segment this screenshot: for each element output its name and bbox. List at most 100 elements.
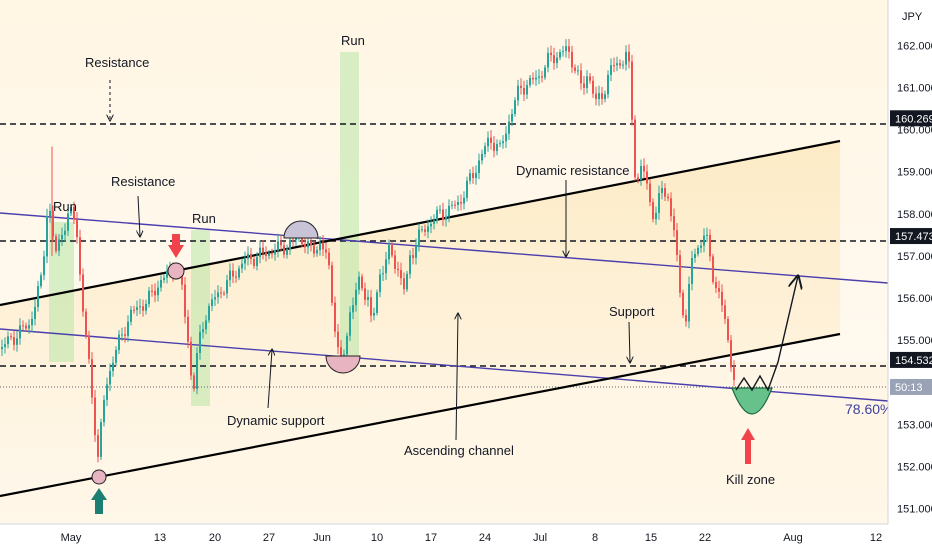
candle-body — [577, 70, 579, 72]
candle-body — [664, 188, 666, 197]
pointer-support — [629, 321, 630, 362]
candle-body — [607, 74, 609, 95]
candle-body — [592, 80, 594, 94]
candle-body — [280, 241, 282, 246]
candle-body — [136, 307, 138, 311]
candle-body — [313, 245, 315, 254]
candle-body — [352, 305, 354, 313]
time-tick-label: 22 — [699, 532, 711, 544]
candle-body — [214, 297, 216, 300]
price-tag-box — [890, 228, 932, 245]
candle-body — [649, 183, 651, 203]
candle-body — [589, 76, 591, 81]
candle-body — [37, 286, 39, 307]
candle-body — [268, 253, 270, 256]
candle-body — [388, 245, 390, 260]
candle-body — [595, 93, 597, 100]
candle-body — [4, 344, 6, 348]
candle-body — [616, 63, 618, 66]
time-tick-label: 10 — [371, 532, 383, 544]
candle-body — [148, 290, 150, 304]
candle-body — [580, 70, 582, 84]
candle-body — [640, 165, 642, 180]
candle-body — [229, 270, 231, 281]
candle-body — [223, 293, 225, 295]
price-axis[interactable] — [888, 0, 932, 524]
candle-body — [538, 76, 540, 78]
candle-body — [109, 371, 111, 385]
candle-body — [469, 173, 471, 181]
candle-body — [457, 202, 459, 206]
candle-body — [385, 259, 387, 274]
candle-body — [643, 165, 645, 172]
candle-body — [196, 353, 198, 389]
candle-body — [190, 341, 192, 376]
candle-body — [661, 188, 663, 194]
candle-body — [79, 237, 81, 275]
price-tag-label: 154.532 — [895, 355, 932, 367]
candle-body — [544, 67, 546, 78]
label-dynamic-support: Dynamic support — [227, 413, 325, 428]
candle-body — [511, 113, 513, 122]
candle-body — [628, 51, 630, 62]
candle-body — [46, 216, 48, 257]
candle-body — [76, 219, 78, 238]
candle-body — [556, 57, 558, 64]
candle-body — [505, 133, 507, 142]
candle-body — [604, 94, 606, 100]
candle-body — [289, 239, 291, 249]
candle-body — [688, 283, 690, 322]
price-tick-label: 162.000 — [897, 40, 932, 52]
candle-body — [355, 289, 357, 306]
time-tick-label: 15 — [645, 532, 657, 544]
price-tags: 160.269 157.473 154.532 50:13 — [890, 110, 932, 395]
candle-body — [721, 291, 723, 306]
candle-body — [184, 284, 186, 317]
channel-lower-line — [0, 332, 841, 498]
candle-body — [403, 278, 405, 290]
candle-body — [622, 64, 624, 66]
channel-upper-line — [0, 139, 841, 307]
time-tick-label: 17 — [425, 532, 437, 544]
candles — [1, 38, 735, 463]
label-kill-zone: Kill zone — [726, 472, 775, 487]
candle-body — [100, 422, 102, 457]
candle-body — [454, 204, 456, 206]
candle-body — [439, 209, 441, 211]
candle-body — [637, 177, 639, 180]
time-tick-label: 13 — [154, 532, 166, 544]
pointer-dynamic-support — [267, 350, 272, 409]
candle-body — [64, 230, 66, 235]
candle-body — [253, 259, 255, 266]
time-tick-label: Aug — [783, 532, 803, 544]
candle-body — [409, 255, 411, 274]
candle-body — [205, 320, 207, 330]
candle-body — [394, 255, 396, 269]
candle-body — [421, 229, 423, 231]
candle-body — [412, 255, 414, 258]
candle-body — [655, 212, 657, 220]
candle-body — [334, 302, 336, 332]
candle-body — [43, 256, 45, 276]
label-resistance-top: Resistance — [85, 55, 149, 70]
candle-body — [613, 65, 615, 67]
candle-body — [376, 292, 378, 313]
price-tag-label: 157.473 — [895, 231, 932, 243]
candle-body — [25, 325, 27, 329]
candle-body — [7, 336, 9, 345]
time-axis[interactable] — [0, 524, 932, 550]
time-tick-label: 20 — [209, 532, 221, 544]
candle-body — [220, 292, 222, 294]
candle-body — [292, 239, 294, 241]
candle-body — [442, 209, 444, 220]
candle-body — [82, 274, 84, 312]
candle-body — [325, 249, 327, 253]
candle-body — [670, 198, 672, 217]
candle-body — [349, 312, 351, 336]
price-tag-box — [890, 351, 932, 368]
candle-body — [226, 280, 228, 294]
candle-body — [634, 119, 636, 178]
time-tick-label: 27 — [263, 532, 275, 544]
price-tick-label: 155.000 — [897, 335, 932, 347]
